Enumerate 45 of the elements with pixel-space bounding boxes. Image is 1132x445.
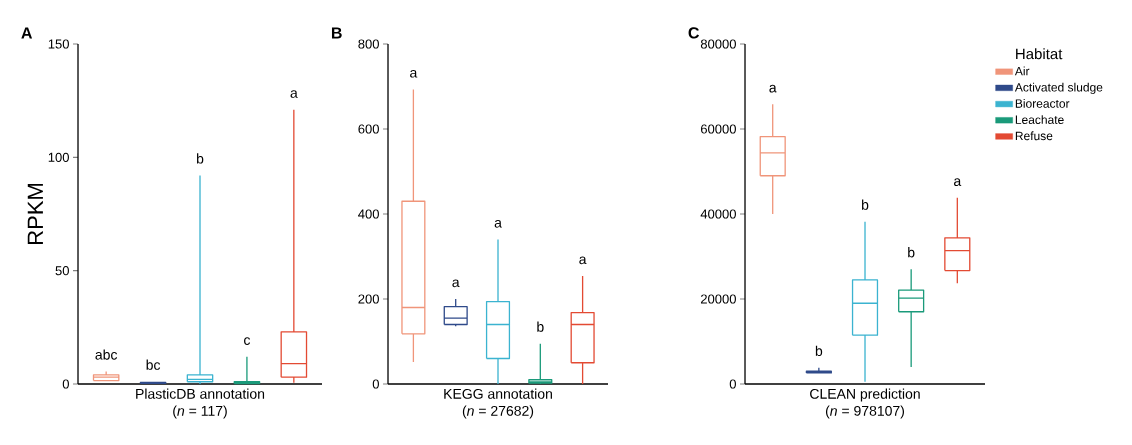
annotation: a: [579, 256, 587, 265]
y-tick-label: 200: [358, 294, 379, 304]
y-tick-label: 400: [358, 209, 379, 219]
text: (n = 117): [173, 405, 227, 419]
x-axis-title: CLEAN prediction: [810, 388, 920, 402]
legend-label: Bioreactor: [1015, 98, 1070, 108]
y-tick-label: 80000: [700, 39, 736, 49]
legend-label: Activated sludge: [1014, 82, 1103, 94]
legend-title: Habitat: [1016, 48, 1063, 60]
y-axis-title: RPKM: [27, 184, 43, 244]
annotation: b: [908, 247, 915, 258]
annotation: abc: [95, 349, 118, 360]
y-tick-label: 50: [55, 266, 69, 276]
y-tick-label: 100: [48, 152, 69, 162]
annotation: a: [452, 279, 460, 288]
y-tick-label: 0: [62, 379, 69, 389]
annotation: a: [494, 219, 502, 228]
y-tick-label: 150: [48, 39, 69, 49]
y-tick-label: 600: [358, 124, 379, 134]
text: (n = 978107): [825, 405, 905, 419]
annotation: a: [410, 69, 418, 78]
legend-label: Refuse: [1015, 131, 1053, 141]
y-tick-label: 60000: [700, 124, 736, 134]
annotation: b: [537, 321, 544, 332]
annotation: b: [197, 153, 204, 164]
annotation: b: [862, 199, 869, 210]
annotation: a: [954, 178, 962, 186]
x-axis-title: PlasticDB annotation: [136, 388, 265, 399]
annotation: c: [244, 337, 251, 345]
annotation: b: [815, 345, 823, 356]
y-tick-label: 800: [358, 39, 379, 49]
annotation: a: [290, 90, 298, 98]
y-tick-label: 20000: [700, 294, 736, 304]
text: (n = 27682): [462, 405, 534, 419]
x-axis-title: KEGG annotation: [444, 388, 552, 399]
y-tick-label: 40000: [700, 209, 736, 219]
y-tick-label: 0: [372, 379, 379, 389]
chart-title: C: [688, 27, 700, 39]
legend-label: Air: [1014, 66, 1030, 76]
legend-label: Leachate: [1015, 115, 1064, 124]
annotation: a: [769, 84, 777, 93]
y-tick-label: 0: [729, 379, 736, 389]
annotation: bc: [146, 359, 161, 370]
chart-title: A: [21, 27, 33, 39]
chart-title: B: [331, 27, 342, 39]
